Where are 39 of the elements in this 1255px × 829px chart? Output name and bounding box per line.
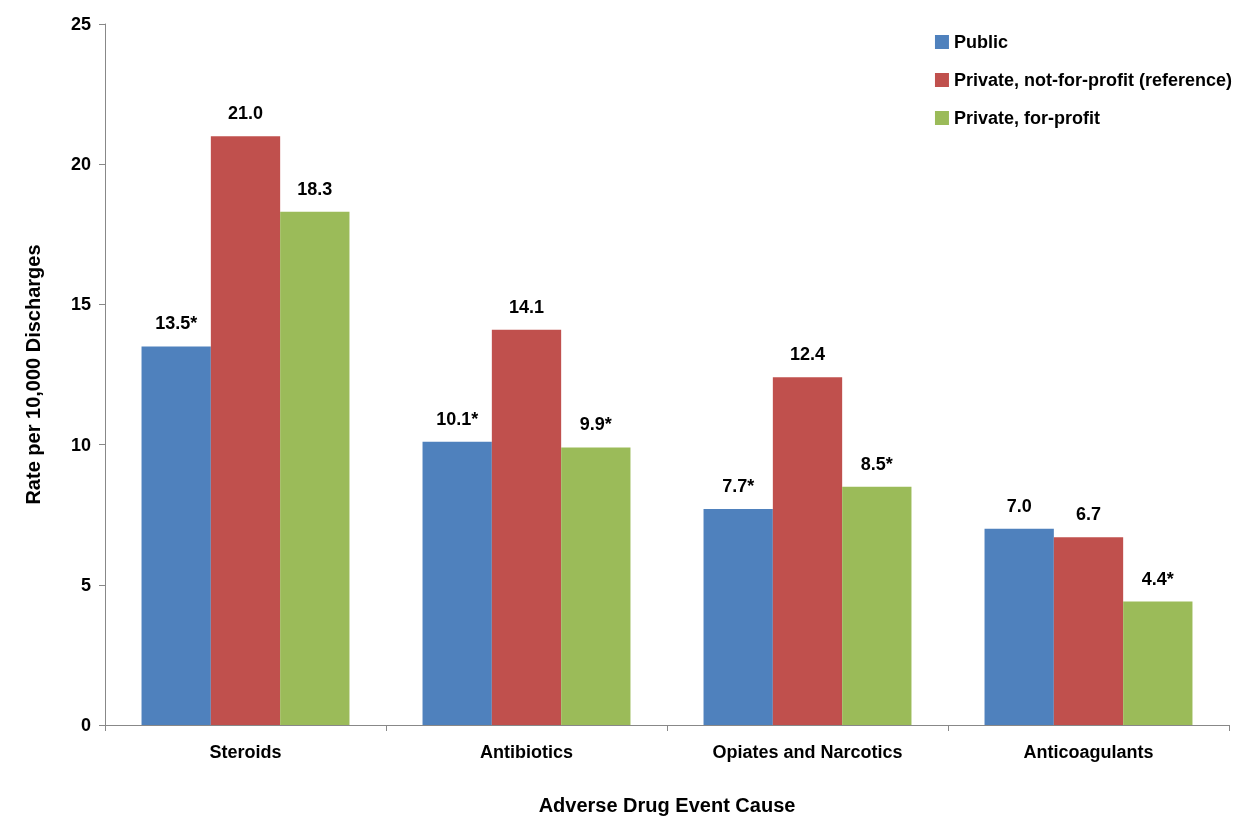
bar xyxy=(842,486,912,725)
data-label: 8.5* xyxy=(860,453,893,474)
legend-label: Private, not-for-profit (reference) xyxy=(953,70,1233,90)
y-tick-label: 5 xyxy=(80,574,91,595)
bar xyxy=(1123,601,1193,725)
x-tick-label: Anticoagulants xyxy=(1023,742,1154,762)
bar xyxy=(210,136,281,725)
bar xyxy=(491,329,562,725)
data-label: 14.1 xyxy=(508,296,545,317)
legend-label: Private, for-profit xyxy=(953,108,1100,128)
y-tick-label: 0 xyxy=(80,715,91,735)
bar xyxy=(280,211,350,725)
x-axis-title: Adverse Drug Event Cause xyxy=(538,794,796,816)
x-tick-label: Opiates and Narcotics xyxy=(712,742,903,762)
x-tick-label: Antibiotics xyxy=(480,742,573,762)
data-label: 21.0 xyxy=(227,103,264,124)
y-tick-label: 15 xyxy=(70,294,91,315)
bar xyxy=(772,377,843,725)
data-label: 9.9* xyxy=(579,414,612,435)
bar xyxy=(1053,537,1124,725)
data-label: 7.0 xyxy=(1006,495,1032,516)
data-label: 6.7 xyxy=(1075,504,1102,525)
data-label: 13.5* xyxy=(155,313,198,334)
bar xyxy=(984,528,1054,725)
data-label: 18.3 xyxy=(297,178,333,199)
bar xyxy=(561,447,631,725)
y-axis-title: Rate per 10,000 Discharges xyxy=(22,244,44,505)
data-label: 10.1* xyxy=(436,408,479,429)
data-label: 4.4* xyxy=(1141,568,1174,589)
bar xyxy=(141,346,211,725)
y-tick-label: 10 xyxy=(70,434,91,455)
bar xyxy=(422,441,492,725)
data-label: 12.4 xyxy=(789,344,826,365)
x-tick-label: Steroids xyxy=(209,742,282,762)
legend-label: Public xyxy=(953,32,1008,52)
y-tick-label: 20 xyxy=(70,154,91,175)
y-tick-label: 25 xyxy=(70,14,91,34)
data-label: 7.7* xyxy=(722,476,755,497)
bar xyxy=(703,509,773,725)
